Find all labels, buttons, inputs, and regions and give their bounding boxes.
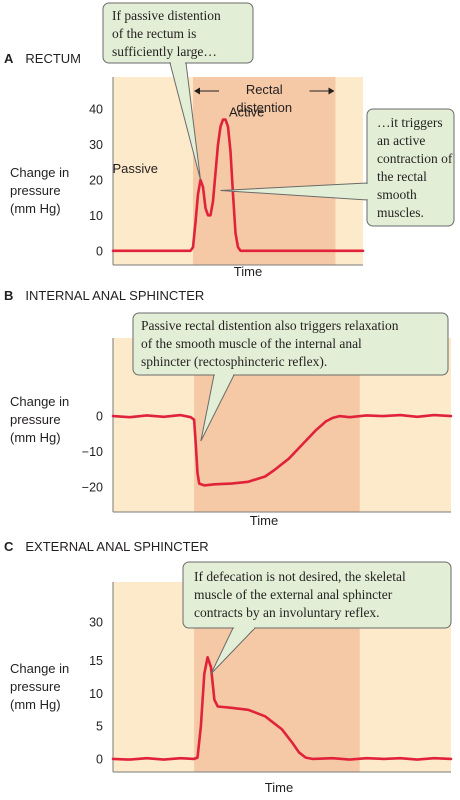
y-axis-label: (mm Hg) (10, 201, 61, 216)
y-axis-label: pressure (10, 412, 61, 427)
y-axis-label: Change in (10, 661, 69, 676)
panel-letter: A (4, 51, 14, 66)
y-axis-label: (mm Hg) (10, 697, 61, 712)
series-line (111, 118, 365, 253)
panel-letter: C (4, 539, 14, 554)
callout-text: Passive rectal distention also triggers … (141, 318, 399, 333)
callout-text: If defecation is not desired, the skelet… (194, 569, 406, 584)
callout-text: sphincter (rectosphincteric reflex). (141, 354, 327, 369)
series-annotation: Active (229, 105, 264, 120)
callout-text: contraction of (377, 151, 453, 166)
panel-title: B INTERNAL ANAL SPHINCTER (4, 288, 204, 303)
shaded-region-label: Rectal (246, 82, 283, 97)
y-tick-label: 30 (89, 616, 103, 630)
callout-text: sufficiently large… (112, 44, 217, 59)
callout-text: muscles. (377, 205, 424, 220)
y-axis-label: Change in (10, 165, 69, 180)
callout-text: If passive distention (112, 8, 221, 23)
y-axis-label: (mm Hg) (10, 430, 61, 445)
callout-box (182, 561, 452, 629)
callout-text: muscle of the external anal sphincter (194, 587, 393, 602)
y-tick-label: 0 (96, 752, 103, 766)
y-axis-label: pressure (10, 679, 61, 694)
y-axis-label: pressure (10, 183, 61, 198)
y-tick-label: 0 (96, 410, 103, 424)
series-line (111, 656, 453, 761)
y-tick-label: −10 (82, 445, 103, 459)
panel-title-text: INTERNAL ANAL SPHINCTER (25, 288, 204, 303)
y-tick-label: 30 (89, 138, 103, 152)
panel-title-text: RECTUM (25, 51, 81, 66)
callout-text: …it triggers (377, 115, 443, 130)
callout-text: of the rectum is (112, 26, 196, 41)
x-axis-label: Time (250, 513, 278, 528)
callout: Passive rectal distention also triggers … (132, 312, 449, 442)
callout: …it triggers an active contraction of the r… (220, 108, 455, 227)
callout-text: the rectal (377, 169, 427, 184)
callout-text: smooth (377, 187, 417, 202)
callout-text: an active (377, 133, 425, 148)
y-tick-label: −20 (82, 481, 103, 495)
y-tick-label: 0 (96, 244, 103, 258)
callout-box (132, 312, 449, 376)
x-axis-label: Time (265, 780, 293, 795)
callout-box (366, 108, 455, 227)
y-tick-label: 10 (89, 209, 103, 223)
arrowhead-left-icon (194, 87, 200, 95)
y-axis-label: Change in (10, 394, 69, 409)
panel-title: C EXTERNAL ANAL SPHINCTER (4, 539, 209, 554)
callout: If passive distention of the rectum is suf… (102, 2, 254, 180)
y-tick-label: 20 (89, 173, 103, 187)
panel-title: A RECTUM (4, 51, 81, 66)
arrowhead-right-icon (328, 87, 335, 95)
y-tick-label: 15 (89, 654, 103, 668)
y-tick-label: 40 (89, 102, 103, 116)
series-line (111, 413, 453, 487)
y-tick-label: 5 (96, 720, 103, 734)
panel-b: B INTERNAL ANAL SPHINCTER −20 −10 0 Change in… (4, 288, 453, 528)
callout: If defecation is not desired, the skelet… (182, 561, 452, 675)
panel-title-text: EXTERNAL ANAL SPHINCTER (25, 539, 208, 554)
callout-text: contracts by an involuntary reflex. (194, 605, 380, 620)
x-axis-label: Time (234, 264, 262, 279)
y-tick-label: 10 (89, 687, 103, 701)
series-annotation: Passive (113, 161, 159, 176)
shaded-region-label: distention (236, 100, 292, 115)
panel-letter: B (4, 288, 13, 303)
panel-c: C EXTERNAL ANAL SPHINCTER 0 5 10 15 30 Change i… (4, 539, 453, 795)
panel-a: A RECTUM 0 10 20 30 40 Change in pressure (mm Hg)… (4, 2, 455, 279)
callout-text: of the smooth muscle of the internal ana… (141, 336, 362, 351)
